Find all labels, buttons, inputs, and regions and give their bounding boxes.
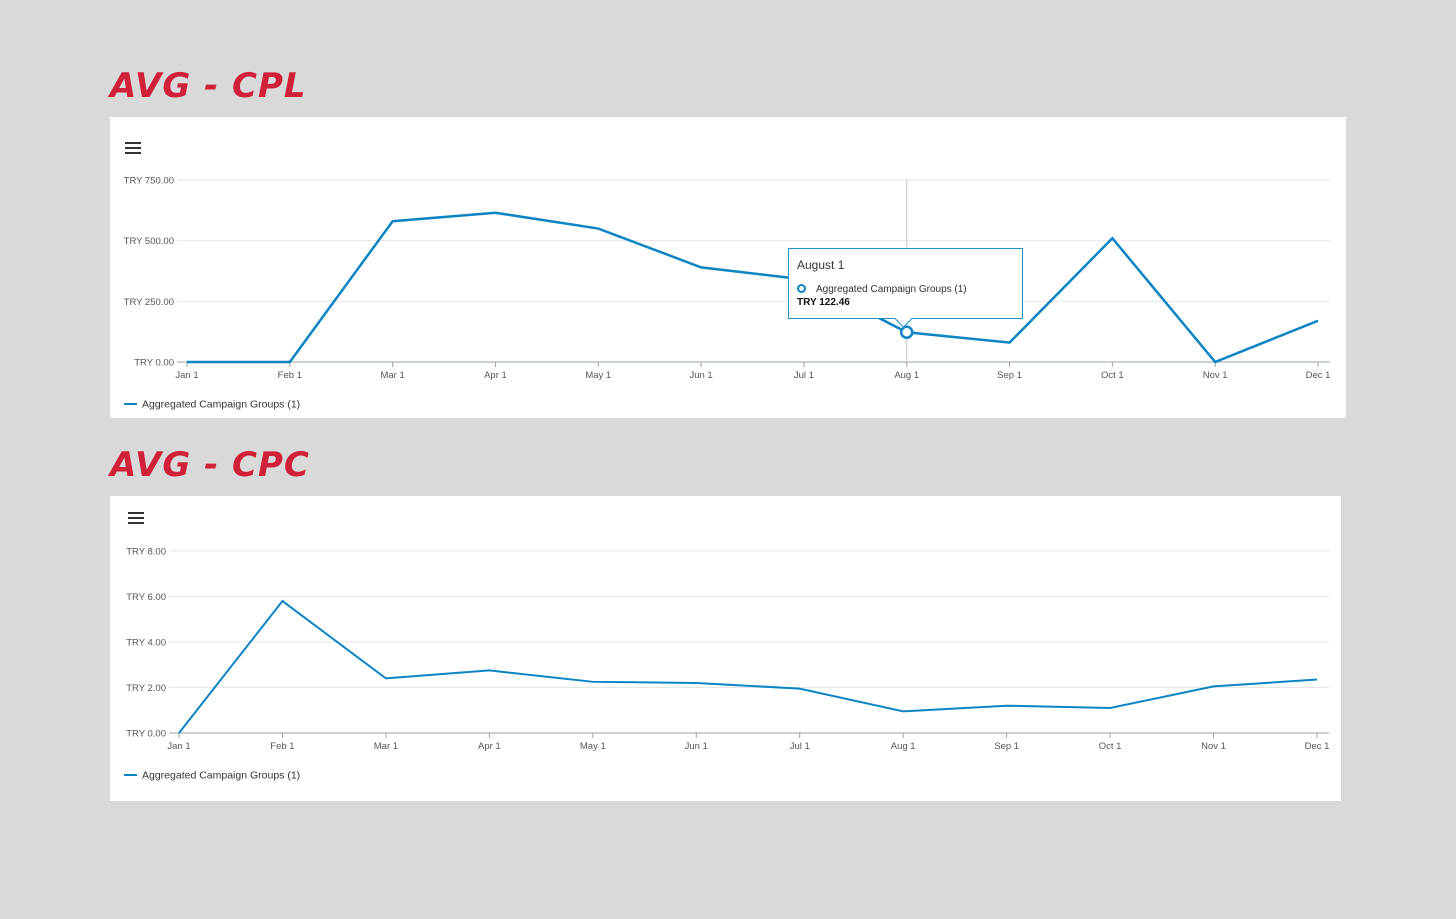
chart-panel-cpl: TRY 0.00 TRY 250.00 TRY 500.00 TRY 750.00 Ja… bbox=[110, 117, 1346, 418]
x-tick-label: Jun 1 bbox=[685, 741, 708, 752]
x-tick-label: Jun 1 bbox=[689, 370, 712, 381]
x-tick-label: Jul 1 bbox=[794, 370, 814, 381]
x-tick-label: Dec 1 bbox=[1305, 741, 1330, 752]
tooltip-value: TRY 122.46 bbox=[797, 297, 850, 308]
cpl-line-chart: TRY 0.00 TRY 250.00 TRY 500.00 TRY 750.00 Ja… bbox=[124, 176, 1331, 411]
y-tick-label: TRY 8.00 bbox=[126, 547, 166, 558]
chart-menu-icon[interactable] bbox=[128, 512, 144, 524]
x-tick-label: Apr 1 bbox=[478, 741, 501, 752]
y-tick-label: TRY 2.00 bbox=[126, 683, 166, 694]
x-tick-label: Sep 1 bbox=[994, 741, 1019, 752]
chart-heading-cpc: AVG - CPC bbox=[110, 445, 310, 485]
chart-panel-cpc: TRY 0.00 TRY 2.00 TRY 4.00 TRY 6.00 TRY 8.00… bbox=[110, 496, 1341, 801]
x-tick-label: Aug 1 bbox=[894, 370, 919, 381]
legend-label: Aggregated Campaign Groups (1) bbox=[142, 399, 300, 411]
x-tick-label: Feb 1 bbox=[278, 370, 302, 381]
x-tick-label: May 1 bbox=[585, 370, 611, 381]
x-tick-label: Dec 1 bbox=[1306, 370, 1331, 381]
series-line bbox=[178, 599, 1318, 734]
x-tick-label: Jan 1 bbox=[175, 370, 198, 381]
cpc-line-chart: TRY 0.00 TRY 2.00 TRY 4.00 TRY 6.00 TRY 8.00… bbox=[124, 547, 1330, 782]
series-line bbox=[187, 211, 1319, 364]
x-tick-label: Jul 1 bbox=[790, 741, 810, 752]
x-tick-label: Oct 1 bbox=[1099, 741, 1122, 752]
tooltip-series-marker-icon bbox=[797, 284, 806, 293]
y-tick-label: TRY 750.00 bbox=[124, 176, 174, 187]
x-tick-label: Mar 1 bbox=[374, 741, 398, 752]
x-tick-label: Jan 1 bbox=[167, 741, 190, 752]
y-tick-label: TRY 0.00 bbox=[134, 358, 174, 369]
x-tick-label: Apr 1 bbox=[484, 370, 507, 381]
x-tick-label: Nov 1 bbox=[1203, 370, 1228, 381]
chart-menu-icon[interactable] bbox=[125, 142, 141, 154]
y-tick-label: TRY 6.00 bbox=[126, 592, 166, 603]
legend-label: Aggregated Campaign Groups (1) bbox=[142, 770, 300, 782]
tooltip-series-name: Aggregated Campaign Groups (1) bbox=[816, 284, 967, 295]
x-tick-label: Aug 1 bbox=[891, 741, 916, 752]
x-tick-label: Oct 1 bbox=[1101, 370, 1124, 381]
x-tick-label: Sep 1 bbox=[997, 370, 1022, 381]
y-tick-label: TRY 4.00 bbox=[126, 638, 166, 649]
chart-tooltip: August 1 Aggregated Campaign Groups (1) … bbox=[788, 248, 1023, 328]
data-point-hovered bbox=[899, 325, 914, 340]
tooltip-date: August 1 bbox=[797, 258, 845, 272]
chart-heading-cpl: AVG - CPL bbox=[110, 66, 307, 106]
x-tick-label: Feb 1 bbox=[270, 741, 294, 752]
y-tick-label: TRY 0.00 bbox=[126, 729, 166, 740]
x-tick-label: Nov 1 bbox=[1201, 741, 1226, 752]
x-tick-label: Mar 1 bbox=[380, 370, 404, 381]
y-tick-label: TRY 250.00 bbox=[124, 297, 174, 308]
y-tick-label: TRY 500.00 bbox=[124, 236, 174, 247]
x-tick-label: May 1 bbox=[580, 741, 606, 752]
